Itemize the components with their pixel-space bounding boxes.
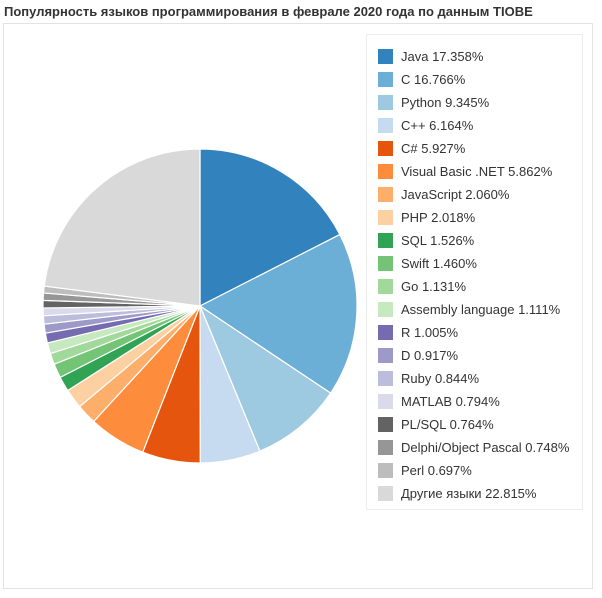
legend-item: Swift 1.460% <box>378 252 582 275</box>
legend-swatch <box>378 486 393 501</box>
legend-label: JavaScript 2.060% <box>401 187 510 202</box>
legend-swatch <box>378 440 393 455</box>
legend-label: MATLAB 0.794% <box>401 394 500 409</box>
legend-label: Visual Basic .NET 5.862% <box>401 164 553 179</box>
legend-item: JavaScript 2.060% <box>378 183 582 206</box>
legend-swatch <box>378 95 393 110</box>
legend-label: Swift 1.460% <box>401 256 477 271</box>
pie-slice-0 <box>199 148 341 307</box>
pie-slice-2 <box>199 305 332 452</box>
legend-label: PL/SQL 0.764% <box>401 417 494 432</box>
legend-label: Go 1.131% <box>401 279 467 294</box>
legend-item: C# 5.927% <box>378 137 582 160</box>
legend-swatch <box>378 233 393 248</box>
legend-swatch <box>378 118 393 133</box>
legend-item: Assembly language 1.111% <box>378 298 582 321</box>
chart-frame <box>3 23 593 589</box>
legend-item: Perl 0.697% <box>378 459 582 482</box>
legend-label: PHP 2.018% <box>401 210 476 225</box>
legend-label: Python 9.345% <box>401 95 490 110</box>
legend-label: Java 17.358% <box>401 49 484 64</box>
pie-slice-1 <box>199 233 358 394</box>
legend-item: MATLAB 0.794% <box>378 390 582 413</box>
legend-label: Другие языки 22.815% <box>401 486 537 501</box>
legend-item: Visual Basic .NET 5.862% <box>378 160 582 183</box>
legend-item: Другие языки 22.815% <box>378 482 582 505</box>
legend-label: Assembly language 1.111% <box>401 302 561 317</box>
chart-legend: Java 17.358% C 16.766% Python 9.345% C++ 6.… <box>366 34 583 510</box>
legend-item: PL/SQL 0.764% <box>378 413 582 436</box>
legend-swatch <box>378 72 393 87</box>
legend-item: Ruby 0.844% <box>378 367 582 390</box>
legend-swatch <box>378 463 393 478</box>
legend-label: C 16.766% <box>401 72 466 87</box>
pie-slices <box>42 148 358 464</box>
legend-label: Delphi/Object Pascal 0.748% <box>401 440 570 455</box>
legend-item: Java 17.358% <box>378 45 582 68</box>
legend-item: SQL 1.526% <box>378 229 582 252</box>
legend-item: C 16.766% <box>378 68 582 91</box>
legend-swatch <box>378 279 393 294</box>
legend-swatch <box>378 348 393 363</box>
legend-swatch <box>378 210 393 225</box>
chart-title: Популярность языков программирования в ф… <box>4 4 533 19</box>
legend-item: Python 9.345% <box>378 91 582 114</box>
legend-swatch <box>378 417 393 432</box>
legend-swatch <box>378 371 393 386</box>
legend-label: D 0.917% <box>401 348 459 363</box>
legend-label: C# 5.927% <box>401 141 466 156</box>
legend-label: C++ 6.164% <box>401 118 474 133</box>
legend-item: Go 1.131% <box>378 275 582 298</box>
legend-label: Perl 0.697% <box>401 463 472 478</box>
legend-swatch <box>378 141 393 156</box>
legend-label: R 1.005% <box>401 325 459 340</box>
legend-label: Ruby 0.844% <box>401 371 480 386</box>
legend-item: Delphi/Object Pascal 0.748% <box>378 436 582 459</box>
legend-item: R 1.005% <box>378 321 582 344</box>
pie-slice-19 <box>43 148 201 307</box>
legend-swatch <box>378 187 393 202</box>
legend-label: SQL 1.526% <box>401 233 475 248</box>
legend-swatch <box>378 164 393 179</box>
legend-swatch <box>378 302 393 317</box>
legend-item: D 0.917% <box>378 344 582 367</box>
legend-swatch <box>378 394 393 409</box>
legend-swatch <box>378 256 393 271</box>
legend-item: C++ 6.164% <box>378 114 582 137</box>
legend-item: PHP 2.018% <box>378 206 582 229</box>
legend-swatch <box>378 49 393 64</box>
legend-swatch <box>378 325 393 340</box>
